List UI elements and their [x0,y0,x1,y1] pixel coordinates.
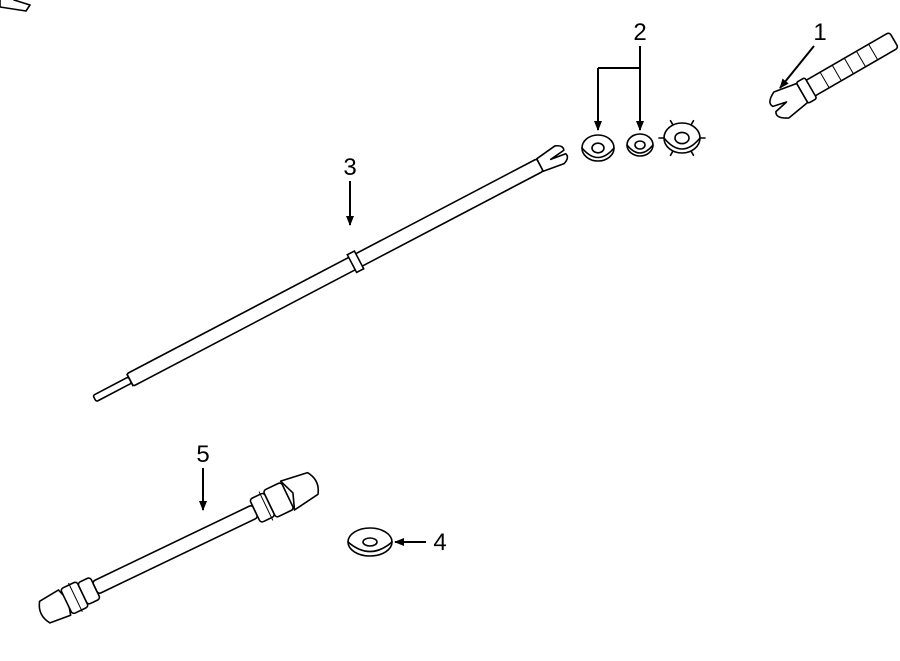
callout-label: 4 [433,529,446,556]
callout-label: 3 [343,154,356,181]
callout-label: 2 [633,19,646,46]
callout-label: 1 [813,19,826,46]
callout-label: 5 [196,441,209,468]
